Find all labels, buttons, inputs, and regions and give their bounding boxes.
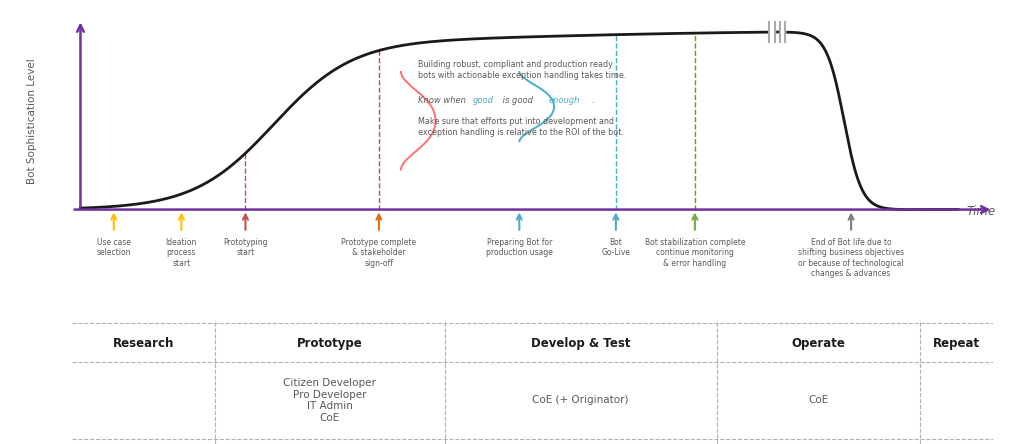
- Text: Prototype complete
& stakeholder
sign-off: Prototype complete & stakeholder sign-of…: [341, 238, 417, 268]
- Text: Preparing Bot for
production usage: Preparing Bot for production usage: [485, 238, 553, 258]
- Text: Time: Time: [967, 205, 996, 218]
- Text: .: .: [591, 96, 594, 105]
- Text: Prototyping
start: Prototyping start: [223, 238, 267, 258]
- Text: Ideation
process
start: Ideation process start: [166, 238, 197, 268]
- Text: Citizen Developer
Pro Developer
IT Admin
CoE: Citizen Developer Pro Developer IT Admin…: [284, 378, 376, 423]
- Text: Building robust, compliant and production ready
bots with actionable exception h: Building robust, compliant and productio…: [419, 60, 627, 80]
- Text: is good: is good: [500, 96, 536, 105]
- Text: Bot
Go-Live: Bot Go-Live: [601, 238, 631, 258]
- Text: CoE: CoE: [808, 396, 828, 405]
- Text: enough: enough: [548, 96, 580, 105]
- Text: End of Bot life due to
shifting business objectives
or because of technological
: End of Bot life due to shifting business…: [798, 238, 904, 278]
- Text: Make sure that efforts put into development and
exception handling is relative t: Make sure that efforts put into developm…: [419, 117, 625, 137]
- Text: Bot stabilization complete
continue monitoring
& error handling: Bot stabilization complete continue moni…: [644, 238, 745, 268]
- Text: CoE (+ Originator): CoE (+ Originator): [532, 396, 629, 405]
- Text: good: good: [473, 96, 494, 105]
- Text: Know when: Know when: [419, 96, 469, 105]
- Text: Research: Research: [113, 337, 174, 350]
- Text: Repeat: Repeat: [933, 337, 980, 350]
- Text: Bot Sophistication Level: Bot Sophistication Level: [28, 58, 37, 184]
- Text: Develop & Test: Develop & Test: [531, 337, 631, 350]
- Text: Operate: Operate: [792, 337, 845, 350]
- Text: Prototype: Prototype: [297, 337, 362, 350]
- Text: Use case
selection: Use case selection: [96, 238, 131, 258]
